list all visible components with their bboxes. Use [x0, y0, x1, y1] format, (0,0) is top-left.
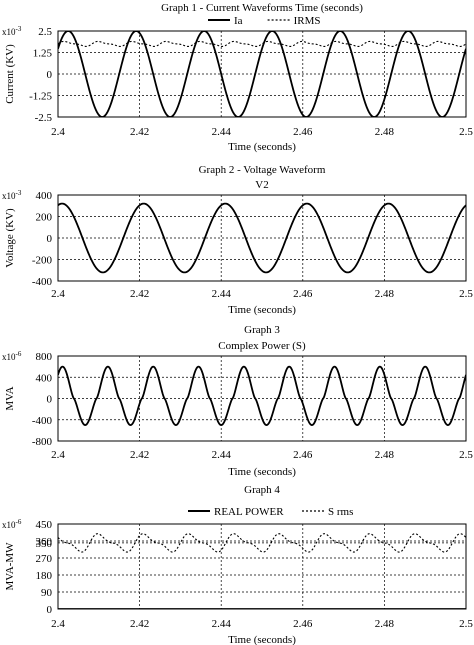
series-line-2 — [58, 533, 466, 553]
x-tick-label: 2.46 — [293, 126, 313, 138]
x-tick-label: 2.46 — [293, 449, 313, 461]
y-tick-label: 400 — [36, 372, 53, 384]
y-multiplier: x10-6 — [2, 518, 22, 530]
y-multiplier-base: x10 — [2, 27, 16, 37]
legend-label-1: REAL POWER — [214, 506, 284, 518]
x-tick-label: 2.4 — [51, 449, 65, 461]
x-tick-label: 2.44 — [212, 288, 232, 300]
legend-label-2: IRMS — [294, 15, 321, 27]
y-tick-label: 0 — [47, 69, 53, 81]
y-tick-label: 2.5 — [38, 26, 52, 38]
x-tick-label: 2.44 — [212, 126, 232, 138]
y-axis-label: MVA — [4, 386, 16, 410]
y-tick-label: -2.5 — [35, 112, 53, 124]
plot-area — [57, 523, 467, 610]
y-multiplier-base: x10 — [2, 520, 16, 530]
x-tick-label: 2.48 — [375, 449, 395, 461]
y-multiplier-base: x10 — [2, 352, 16, 362]
y-tick-label: 270 — [36, 553, 53, 565]
x-tick-label: 2.48 — [375, 126, 395, 138]
chart-subtitle: Complex Power (S) — [218, 340, 306, 352]
y-tick-label: 350 — [36, 538, 53, 550]
y-tick-label: 0 — [47, 233, 53, 245]
y-axis-label: Voltage (KV) — [4, 208, 16, 268]
x-tick-label: 2.42 — [130, 288, 149, 300]
x-tick-label: 2.48 — [375, 288, 395, 300]
x-tick-label: 2.46 — [293, 288, 313, 300]
y-tick-label: 400 — [36, 190, 53, 202]
x-axis-label: Time (seconds) — [228, 466, 296, 478]
y-tick-label: 450 — [36, 519, 53, 531]
y-tick-label: 200 — [36, 212, 53, 224]
x-tick-label: 2.44 — [212, 618, 232, 630]
y-axis-label: MVA-MW — [4, 542, 16, 591]
y-multiplier: x10-6 — [2, 350, 22, 362]
x-tick-label: 2.5 — [459, 618, 473, 630]
y-axis-label: Current (KV) — [4, 44, 16, 104]
chart-1: Graph 1 - Current Waveforms Time (second… — [2, 2, 473, 153]
x-tick-label: 2.46 — [293, 618, 313, 630]
x-tick-label: 2.4 — [51, 288, 65, 300]
x-tick-label: 2.4 — [51, 618, 65, 630]
legend: Ia IRMS — [208, 15, 321, 27]
chart-title: Graph 2 - Voltage Waveform — [199, 164, 326, 176]
y-multiplier: x10-3 — [2, 189, 22, 201]
chart-title: Graph 4 — [244, 484, 280, 496]
x-tick-label: 2.5 — [459, 288, 473, 300]
y-tick-label: 0 — [47, 394, 53, 406]
series-line-1 — [58, 365, 466, 426]
y-multiplier: x10-3 — [2, 25, 22, 37]
x-tick-label: 2.42 — [130, 449, 149, 461]
x-tick-label: 2.42 — [130, 126, 149, 138]
legend-label-2: S rms — [328, 506, 353, 518]
x-tick-label: 2.44 — [212, 449, 232, 461]
series-line-2 — [58, 40, 466, 47]
chart-2: Graph 2 - Voltage Waveform V2 400 200 0 -200 -… — [2, 164, 473, 316]
y-multiplier-base: x10 — [2, 191, 16, 201]
y-tick-label: -800 — [32, 436, 53, 448]
y-tick-label: 1.25 — [33, 48, 53, 60]
chart-subtitle: V2 — [255, 179, 268, 191]
y-tick-label: -200 — [32, 255, 53, 267]
y-tick-label: 800 — [36, 351, 53, 363]
x-tick-label: 2.5 — [459, 449, 473, 461]
x-tick-label: 2.42 — [130, 618, 149, 630]
y-tick-label: -400 — [32, 415, 53, 427]
y-tick-label: 90 — [41, 587, 53, 599]
y-tick-label: 180 — [36, 570, 53, 582]
x-axis-label: Time (seconds) — [228, 304, 296, 316]
y-multiplier-exponent: -6 — [16, 518, 22, 526]
chart-title: Graph 3 — [244, 324, 280, 336]
y-tick-label: 360 — [36, 536, 53, 548]
x-tick-label: 2.48 — [375, 618, 395, 630]
x-tick-label: 2.5 — [459, 126, 473, 138]
series-line-1 — [58, 31, 466, 117]
y-multiplier-exponent: -3 — [16, 189, 22, 197]
x-axis-label: Time (seconds) — [228, 141, 296, 153]
y-multiplier-exponent: -3 — [16, 25, 22, 33]
legend: REAL POWER S rms — [188, 506, 353, 518]
legend-label-1: Ia — [234, 15, 243, 27]
y-multiplier-exponent: -6 — [16, 350, 22, 358]
chart-title: Graph 1 - Current Waveforms Time (second… — [161, 2, 363, 14]
y-tick-label: 0 — [47, 604, 53, 616]
series-line-1 — [58, 202, 466, 274]
y-tick-label: -1.25 — [29, 91, 52, 103]
x-axis-label: Time (seconds) — [228, 634, 296, 645]
y-tick-label: -400 — [32, 276, 53, 288]
x-tick-label: 2.4 — [51, 126, 65, 138]
